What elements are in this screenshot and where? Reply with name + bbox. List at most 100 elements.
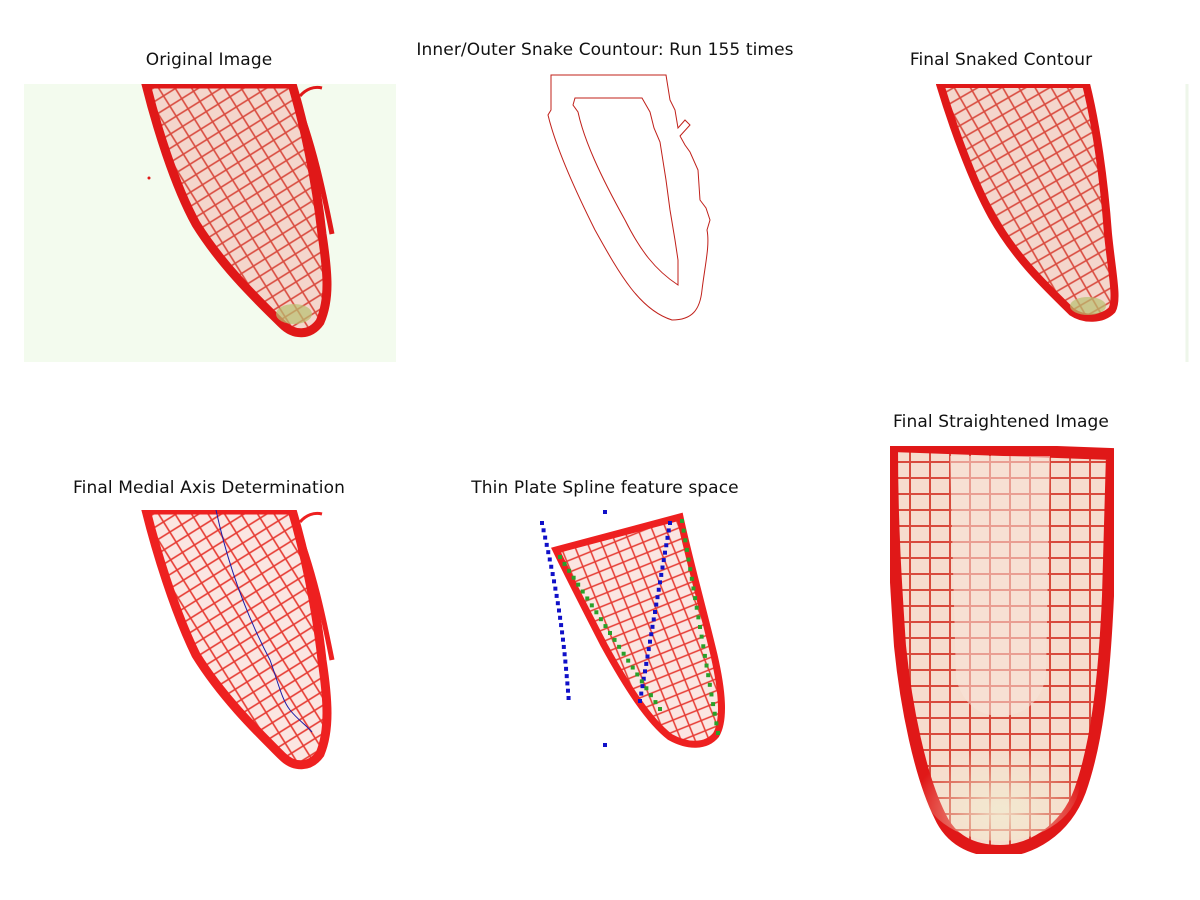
tps-panel xyxy=(530,505,740,755)
blue-feature-point xyxy=(553,586,558,591)
blue-feature-point xyxy=(651,617,656,622)
snaked-root-tissue xyxy=(936,84,1119,322)
root-tissue-red xyxy=(141,510,332,770)
medial-axis-line xyxy=(215,510,313,733)
green-feature-point xyxy=(684,547,689,552)
green-feature-point xyxy=(716,731,720,735)
root-tip-glow xyxy=(920,721,1080,841)
blue-feature-point xyxy=(558,615,563,620)
blue-feature-point xyxy=(566,696,571,700)
green-feature-point xyxy=(562,561,567,566)
blue-feature-point xyxy=(663,550,667,555)
medial-axis-image xyxy=(24,510,396,788)
green-feature-point xyxy=(709,692,714,697)
green-feature-point xyxy=(712,711,717,716)
blue-feature-point xyxy=(550,572,555,577)
green-feature-point xyxy=(693,596,698,601)
green-feature-point xyxy=(706,673,711,678)
green-feature-point xyxy=(704,663,709,668)
green-feature-point xyxy=(648,693,653,698)
blue-feature-point xyxy=(549,564,554,569)
green-feature-point xyxy=(608,631,612,635)
blue-feature-point xyxy=(563,659,568,664)
original-image xyxy=(24,84,396,362)
green-feature-point xyxy=(576,582,581,587)
panel-title-straightened: Final Straightened Image xyxy=(893,412,1109,432)
blue-feature-point xyxy=(660,565,665,570)
root-tip-cap xyxy=(1070,297,1106,315)
blue-feature-point xyxy=(655,595,660,600)
root-hair xyxy=(298,85,323,98)
blue-feature-point xyxy=(668,521,672,525)
green-feature-point xyxy=(702,653,707,658)
green-feature-point xyxy=(635,672,640,677)
root-tip-cap xyxy=(276,304,312,324)
green-feature-point xyxy=(571,575,576,580)
straightened-image xyxy=(890,446,1114,854)
root-cap-flap xyxy=(291,519,335,661)
blue-feature-point xyxy=(661,558,666,563)
snake-contour-plot xyxy=(547,74,711,321)
green-feature-point xyxy=(630,665,635,670)
green-feature-point xyxy=(617,644,622,649)
blue-feature-point xyxy=(658,580,662,585)
root-hair xyxy=(298,511,323,524)
panel-title-snake: Inner/Outer Snake Countour: Run 155 time… xyxy=(416,40,794,60)
blue-feature-point xyxy=(559,623,564,628)
green-feature-point xyxy=(639,679,644,684)
blue-feature-point xyxy=(556,608,561,613)
panel-title-tps: Thin Plate Spline feature space xyxy=(471,478,739,498)
blue-feature-point xyxy=(648,639,652,644)
blue-feature-point xyxy=(541,528,546,533)
blue-feature-point xyxy=(546,550,551,555)
green-feature-point xyxy=(626,658,631,663)
blue-feature-point xyxy=(645,654,650,659)
panel-title-medial-axis: Final Medial Axis Determination xyxy=(73,478,345,498)
debris-speck xyxy=(147,176,151,180)
green-feature-point xyxy=(653,700,658,705)
green-feature-point xyxy=(688,567,693,572)
blue-feature-point xyxy=(640,684,645,689)
blue-feature-point xyxy=(544,542,549,547)
blue-feature-point xyxy=(560,637,565,642)
blue-feature-point xyxy=(643,669,647,674)
green-feature-point xyxy=(691,586,696,591)
tps-feature-points xyxy=(540,510,720,747)
blue-feature-point xyxy=(547,557,552,562)
blue-feature-point xyxy=(564,674,569,679)
blue-feature-point xyxy=(644,661,649,666)
green-feature-point xyxy=(567,568,572,573)
blue-feature-point xyxy=(638,699,642,703)
green-feature-point xyxy=(701,644,706,649)
snake-contour-panel xyxy=(540,70,720,325)
green-feature-point xyxy=(686,557,691,562)
green-feature-point xyxy=(558,555,562,559)
green-feature-point xyxy=(698,625,702,629)
blue-feature-point xyxy=(641,676,646,681)
blue-feature-point xyxy=(664,543,669,548)
blue-feature-point xyxy=(665,535,670,540)
green-feature-point xyxy=(598,617,603,622)
panel-title-final-contour: Final Snaked Contour xyxy=(909,50,1093,70)
outer-snake-contour xyxy=(547,74,711,321)
green-feature-point xyxy=(699,634,704,639)
blue-feature-point xyxy=(555,601,560,606)
blue-feature-point xyxy=(543,535,548,540)
green-feature-point xyxy=(714,721,719,726)
green-feature-point xyxy=(594,610,599,615)
blue-feature-point xyxy=(646,647,651,652)
blue-feature-point xyxy=(552,579,557,584)
blue-feature-point xyxy=(649,632,654,637)
green-feature-point xyxy=(681,528,686,533)
green-feature-point xyxy=(621,651,626,656)
final-contour-image xyxy=(936,84,1189,362)
green-feature-point xyxy=(589,603,594,608)
blue-feature-point xyxy=(603,510,607,514)
root-tissue xyxy=(141,84,332,338)
blue-feature-point xyxy=(659,572,664,577)
green-feature-point xyxy=(689,576,694,581)
root-cap-flap xyxy=(291,93,335,235)
blue-feature-point xyxy=(564,666,569,671)
original-image-panel xyxy=(24,84,396,362)
green-feature-point xyxy=(696,615,701,620)
